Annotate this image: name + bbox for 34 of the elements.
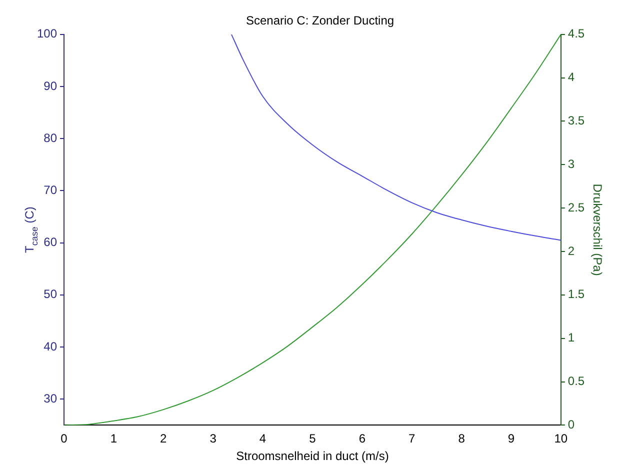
y-tick-label: 30 [44, 391, 58, 406]
y-tick-label: 60 [44, 235, 58, 250]
x-tick-label: 2 [160, 432, 168, 446]
x-tick-label: 3 [210, 432, 217, 446]
y2-tick-label: 4 [568, 70, 575, 84]
y2-tick-label: 0.5 [568, 374, 585, 388]
y2-tick-label: 3 [568, 156, 575, 171]
y2-axis-title: Drukverschil (Pa) [590, 184, 604, 276]
x-tick-label: 9 [508, 432, 515, 446]
chart-title: Scenario C: Zonder Ducting [246, 14, 394, 28]
y2-tick-label: 2.5 [568, 200, 585, 214]
y2-tick-label: 0 [568, 418, 575, 432]
x-axis-title: Stroomsnelheid in duct (m/s) [236, 449, 389, 464]
y-tick-label: 50 [44, 287, 58, 302]
y2-tick-label: 1.5 [568, 287, 585, 302]
x-tick-label: 5 [309, 432, 316, 446]
y-axis-title: Tcase (C) [22, 206, 40, 253]
x-tick-label: 1 [110, 432, 118, 446]
y-tick-label: 80 [44, 130, 58, 145]
x-tick-label: 8 [458, 432, 466, 446]
y-tick-label: 90 [44, 78, 58, 93]
x-tick-label: 4 [259, 432, 266, 446]
y-tick-label: 40 [44, 339, 58, 354]
x-tick-label: 10 [554, 432, 568, 446]
x-tick-label: 7 [408, 432, 416, 446]
line-series [230, 34, 561, 241]
y2-tick-label: 3.5 [568, 114, 585, 128]
y-tick-label: 70 [44, 183, 58, 198]
x-tick-label: 0 [60, 432, 68, 446]
y2-tick-label: 2 [568, 244, 575, 258]
x-tick-label: 6 [358, 432, 366, 446]
y-tick-label: 100 [36, 26, 58, 41]
y2-tick-label: 4.5 [568, 26, 585, 41]
y2-tick-label: 1 [568, 330, 575, 345]
